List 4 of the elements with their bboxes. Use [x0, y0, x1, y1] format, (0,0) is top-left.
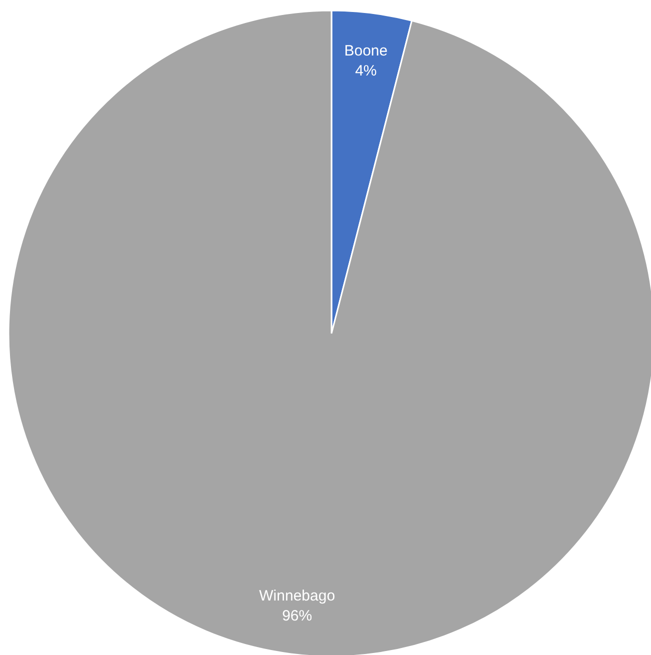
slice-label: Winnebago [259, 587, 336, 604]
data-label: 96% [282, 607, 312, 624]
data-label: 4% [355, 62, 377, 80]
slice-label: Boone [344, 42, 388, 60]
